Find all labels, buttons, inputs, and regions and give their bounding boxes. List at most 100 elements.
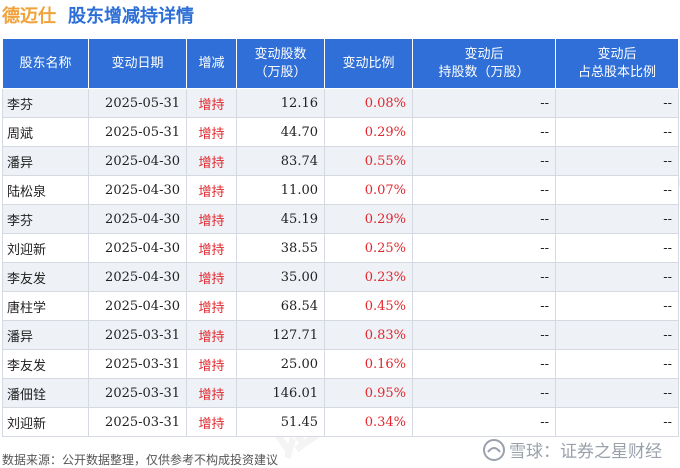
cell-dir: 增持: [186, 291, 237, 321]
cell-name: 李友发: [2, 349, 89, 379]
cell-dir: 增持: [186, 407, 237, 437]
table-body: 李芬 2025-05-31 增持 12.16 0.08% -- -- 周斌 2025-05-31…: [2, 88, 679, 437]
cell-shares: 68.54: [236, 291, 325, 321]
cell-name: 李芬: [2, 88, 89, 118]
cell-shares: 146.01: [236, 378, 325, 408]
cell-dir: 增持: [186, 262, 237, 292]
cell-date: 2025-05-31: [88, 117, 187, 147]
cell-dir: 增持: [186, 378, 237, 408]
brand-mark: 雪球：证券之星财经: [483, 437, 662, 462]
cell-hold: --: [412, 146, 556, 176]
cell-pct: --: [555, 175, 679, 205]
cell-dir: 增持: [186, 88, 237, 118]
cell-date: 2025-04-30: [88, 204, 187, 234]
cell-ratio: 0.16%: [324, 349, 413, 379]
cell-ratio: 0.55%: [324, 146, 413, 176]
column-header: 变动比例: [324, 38, 413, 89]
column-header: 变动后 占总股本比例: [555, 38, 679, 89]
cell-pct: --: [555, 320, 679, 350]
cell-dir: 增持: [186, 117, 237, 147]
cell-name: 潘异: [2, 320, 89, 350]
cell-shares: 35.00: [236, 262, 325, 292]
cell-date: 2025-03-31: [88, 349, 187, 379]
table-row: 潘异 2025-03-31 增持 127.71 0.83% -- --: [2, 320, 679, 350]
cell-ratio: 0.25%: [324, 233, 413, 263]
cell-pct: --: [555, 117, 679, 147]
cell-ratio: 0.34%: [324, 407, 413, 437]
cell-date: 2025-03-31: [88, 378, 187, 408]
cell-pct: --: [555, 291, 679, 321]
cell-name: 刘迎新: [2, 233, 89, 263]
table-row: 周斌 2025-05-31 增持 44.70 0.29% -- --: [2, 117, 679, 147]
cell-shares: 11.00: [236, 175, 325, 205]
cell-ratio: 0.07%: [324, 175, 413, 205]
cell-pct: --: [555, 146, 679, 176]
cell-ratio: 0.29%: [324, 117, 413, 147]
cell-date: 2025-04-30: [88, 175, 187, 205]
cell-name: 唐柱学: [2, 291, 89, 321]
cell-hold: --: [412, 407, 556, 437]
cell-ratio: 0.83%: [324, 320, 413, 350]
cell-shares: 44.70: [236, 117, 325, 147]
cell-ratio: 0.23%: [324, 262, 413, 292]
snowball-icon: [483, 438, 505, 461]
table-row: 唐柱学 2025-04-30 增持 68.54 0.45% -- --: [2, 291, 679, 321]
table-row: 李友发 2025-03-31 增持 25.00 0.16% -- --: [2, 349, 679, 379]
cell-dir: 增持: [186, 320, 237, 350]
cell-hold: --: [412, 117, 556, 147]
cell-ratio: 0.08%: [324, 88, 413, 118]
cell-hold: --: [412, 262, 556, 292]
cell-shares: 127.71: [236, 320, 325, 350]
company-name: 德迈仕: [2, 6, 56, 27]
cell-name: 刘迎新: [2, 407, 89, 437]
cell-name: 李友发: [2, 262, 89, 292]
cell-name: 潘异: [2, 146, 89, 176]
cell-hold: --: [412, 204, 556, 234]
cell-hold: --: [412, 175, 556, 205]
cell-ratio: 0.95%: [324, 378, 413, 408]
cell-pct: --: [555, 378, 679, 408]
cell-dir: 增持: [186, 146, 237, 176]
cell-name: 潘佃铨: [2, 378, 89, 408]
table-row: 陆松泉 2025-04-30 增持 11.00 0.07% -- --: [2, 175, 679, 205]
cell-shares: 45.19: [236, 204, 325, 234]
cell-pct: --: [555, 233, 679, 263]
column-header: 增减: [186, 38, 237, 89]
table-row: 潘佃铨 2025-03-31 增持 146.01 0.95% -- --: [2, 378, 679, 408]
data-source-note: 数据来源：公开数据整理，仅供参考不构成投资建议: [2, 453, 279, 467]
column-header: 变动日期: [88, 38, 187, 89]
cell-hold: --: [412, 320, 556, 350]
page-title: 股东增减持详情: [68, 6, 194, 27]
cell-hold: --: [412, 349, 556, 379]
cell-ratio: 0.45%: [324, 291, 413, 321]
shareholder-table: 股东名称 变动日期 增减 变动股数 （万股） 变动比例 变动后 持股数（万股） 变动后 占总股本比…: [2, 38, 679, 437]
cell-dir: 增持: [186, 233, 237, 263]
cell-shares: 25.00: [236, 349, 325, 379]
cell-shares: 38.55: [236, 233, 325, 263]
table-row: 李芬 2025-05-31 增持 12.16 0.08% -- --: [2, 88, 679, 118]
cell-hold: --: [412, 291, 556, 321]
cell-hold: --: [412, 233, 556, 263]
column-header: 股东名称: [2, 38, 89, 89]
table-row: 李友发 2025-04-30 增持 35.00 0.23% -- --: [2, 262, 679, 292]
title-bar: 德迈仕 股东增减持详情: [0, 0, 680, 30]
table-row: 刘迎新 2025-03-31 增持 51.45 0.34% -- --: [2, 407, 679, 437]
cell-name: 陆松泉: [2, 175, 89, 205]
table-row: 刘迎新 2025-04-30 增持 38.55 0.25% -- --: [2, 233, 679, 263]
cell-date: 2025-03-31: [88, 320, 187, 350]
column-header: 变动后 持股数（万股）: [412, 38, 556, 89]
cell-date: 2025-04-30: [88, 146, 187, 176]
cell-pct: --: [555, 262, 679, 292]
cell-shares: 12.16: [236, 88, 325, 118]
cell-date: 2025-04-30: [88, 291, 187, 321]
brand-text: 雪球：证券之星财经: [509, 442, 662, 462]
cell-date: 2025-05-31: [88, 88, 187, 118]
cell-dir: 增持: [186, 349, 237, 379]
cell-shares: 83.74: [236, 146, 325, 176]
table-row: 李芬 2025-04-30 增持 45.19 0.29% -- --: [2, 204, 679, 234]
column-header: 变动股数 （万股）: [236, 38, 325, 89]
cell-pct: --: [555, 407, 679, 437]
cell-name: 李芬: [2, 204, 89, 234]
cell-dir: 增持: [186, 175, 237, 205]
cell-date: 2025-04-30: [88, 262, 187, 292]
